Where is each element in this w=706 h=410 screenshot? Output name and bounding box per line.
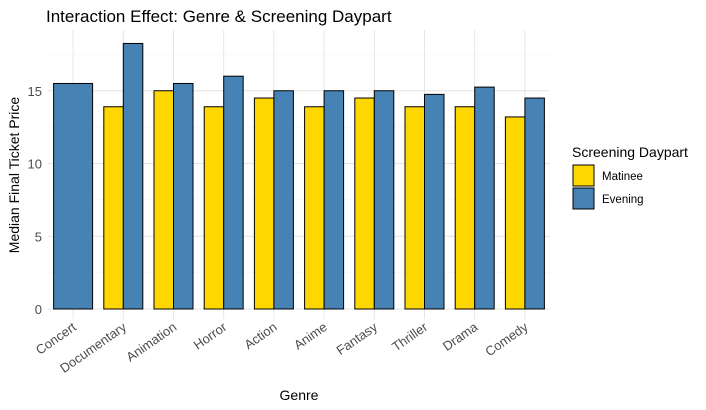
legend-label-matinee: Matinee <box>602 171 643 183</box>
bar-evening-concert <box>53 82 94 310</box>
bar-evening-fantasy <box>373 90 395 310</box>
bar-matinee-fantasy <box>354 97 375 310</box>
bar-matinee-action <box>253 97 275 310</box>
x-tick-label-thriller: Thriller <box>389 319 431 354</box>
bar-matinee-documentary <box>103 106 124 310</box>
y-axis-title: Median Final Ticket Price <box>6 97 22 254</box>
bar-evening-comedy <box>524 97 545 310</box>
y-tick-label: 5 <box>35 229 42 244</box>
y-tick-label: 10 <box>28 157 42 172</box>
legend-key-evening <box>572 187 595 210</box>
x-tick-label-comedy: Comedy <box>482 319 531 359</box>
bar-evening-animation <box>173 82 194 310</box>
bar-evening-anime <box>323 90 345 310</box>
legend: Screening Daypart Matinee Evening <box>572 144 688 210</box>
bar-matinee-thriller <box>404 106 425 310</box>
chart-title: Interaction Effect: Genre & Screening Da… <box>46 7 392 26</box>
legend-key-matinee <box>572 164 595 187</box>
bar-evening-action <box>273 90 294 310</box>
legend-label-evening: Evening <box>602 194 644 206</box>
bar-evening-drama <box>474 86 495 310</box>
x-tick-label-fantasy: Fantasy <box>334 319 381 358</box>
x-tick-label-action: Action <box>241 319 279 352</box>
bar-evening-thriller <box>424 93 445 310</box>
bar-evening-documentary <box>122 42 144 310</box>
x-tick-label-anime: Anime <box>291 319 330 352</box>
bar-matinee-anime <box>304 106 325 310</box>
y-tick-label: 0 <box>35 302 42 317</box>
x-tick-label-animation: Animation <box>123 319 179 364</box>
bar-matinee-animation <box>153 90 174 310</box>
bar-matinee-horror <box>203 106 225 310</box>
y-axis-ticks: 0 5 10 15 <box>28 84 42 317</box>
legend-title: Screening Daypart <box>572 144 688 160</box>
x-tick-label-drama: Drama <box>440 319 481 354</box>
x-tick-label-horror: Horror <box>191 319 230 353</box>
x-axis-title: Genre <box>280 387 319 403</box>
bar-matinee-drama <box>454 106 476 310</box>
y-tick-label: 15 <box>28 84 42 99</box>
bar-matinee-comedy <box>504 116 526 310</box>
bars <box>53 42 545 310</box>
bar-evening-horror <box>223 75 244 310</box>
